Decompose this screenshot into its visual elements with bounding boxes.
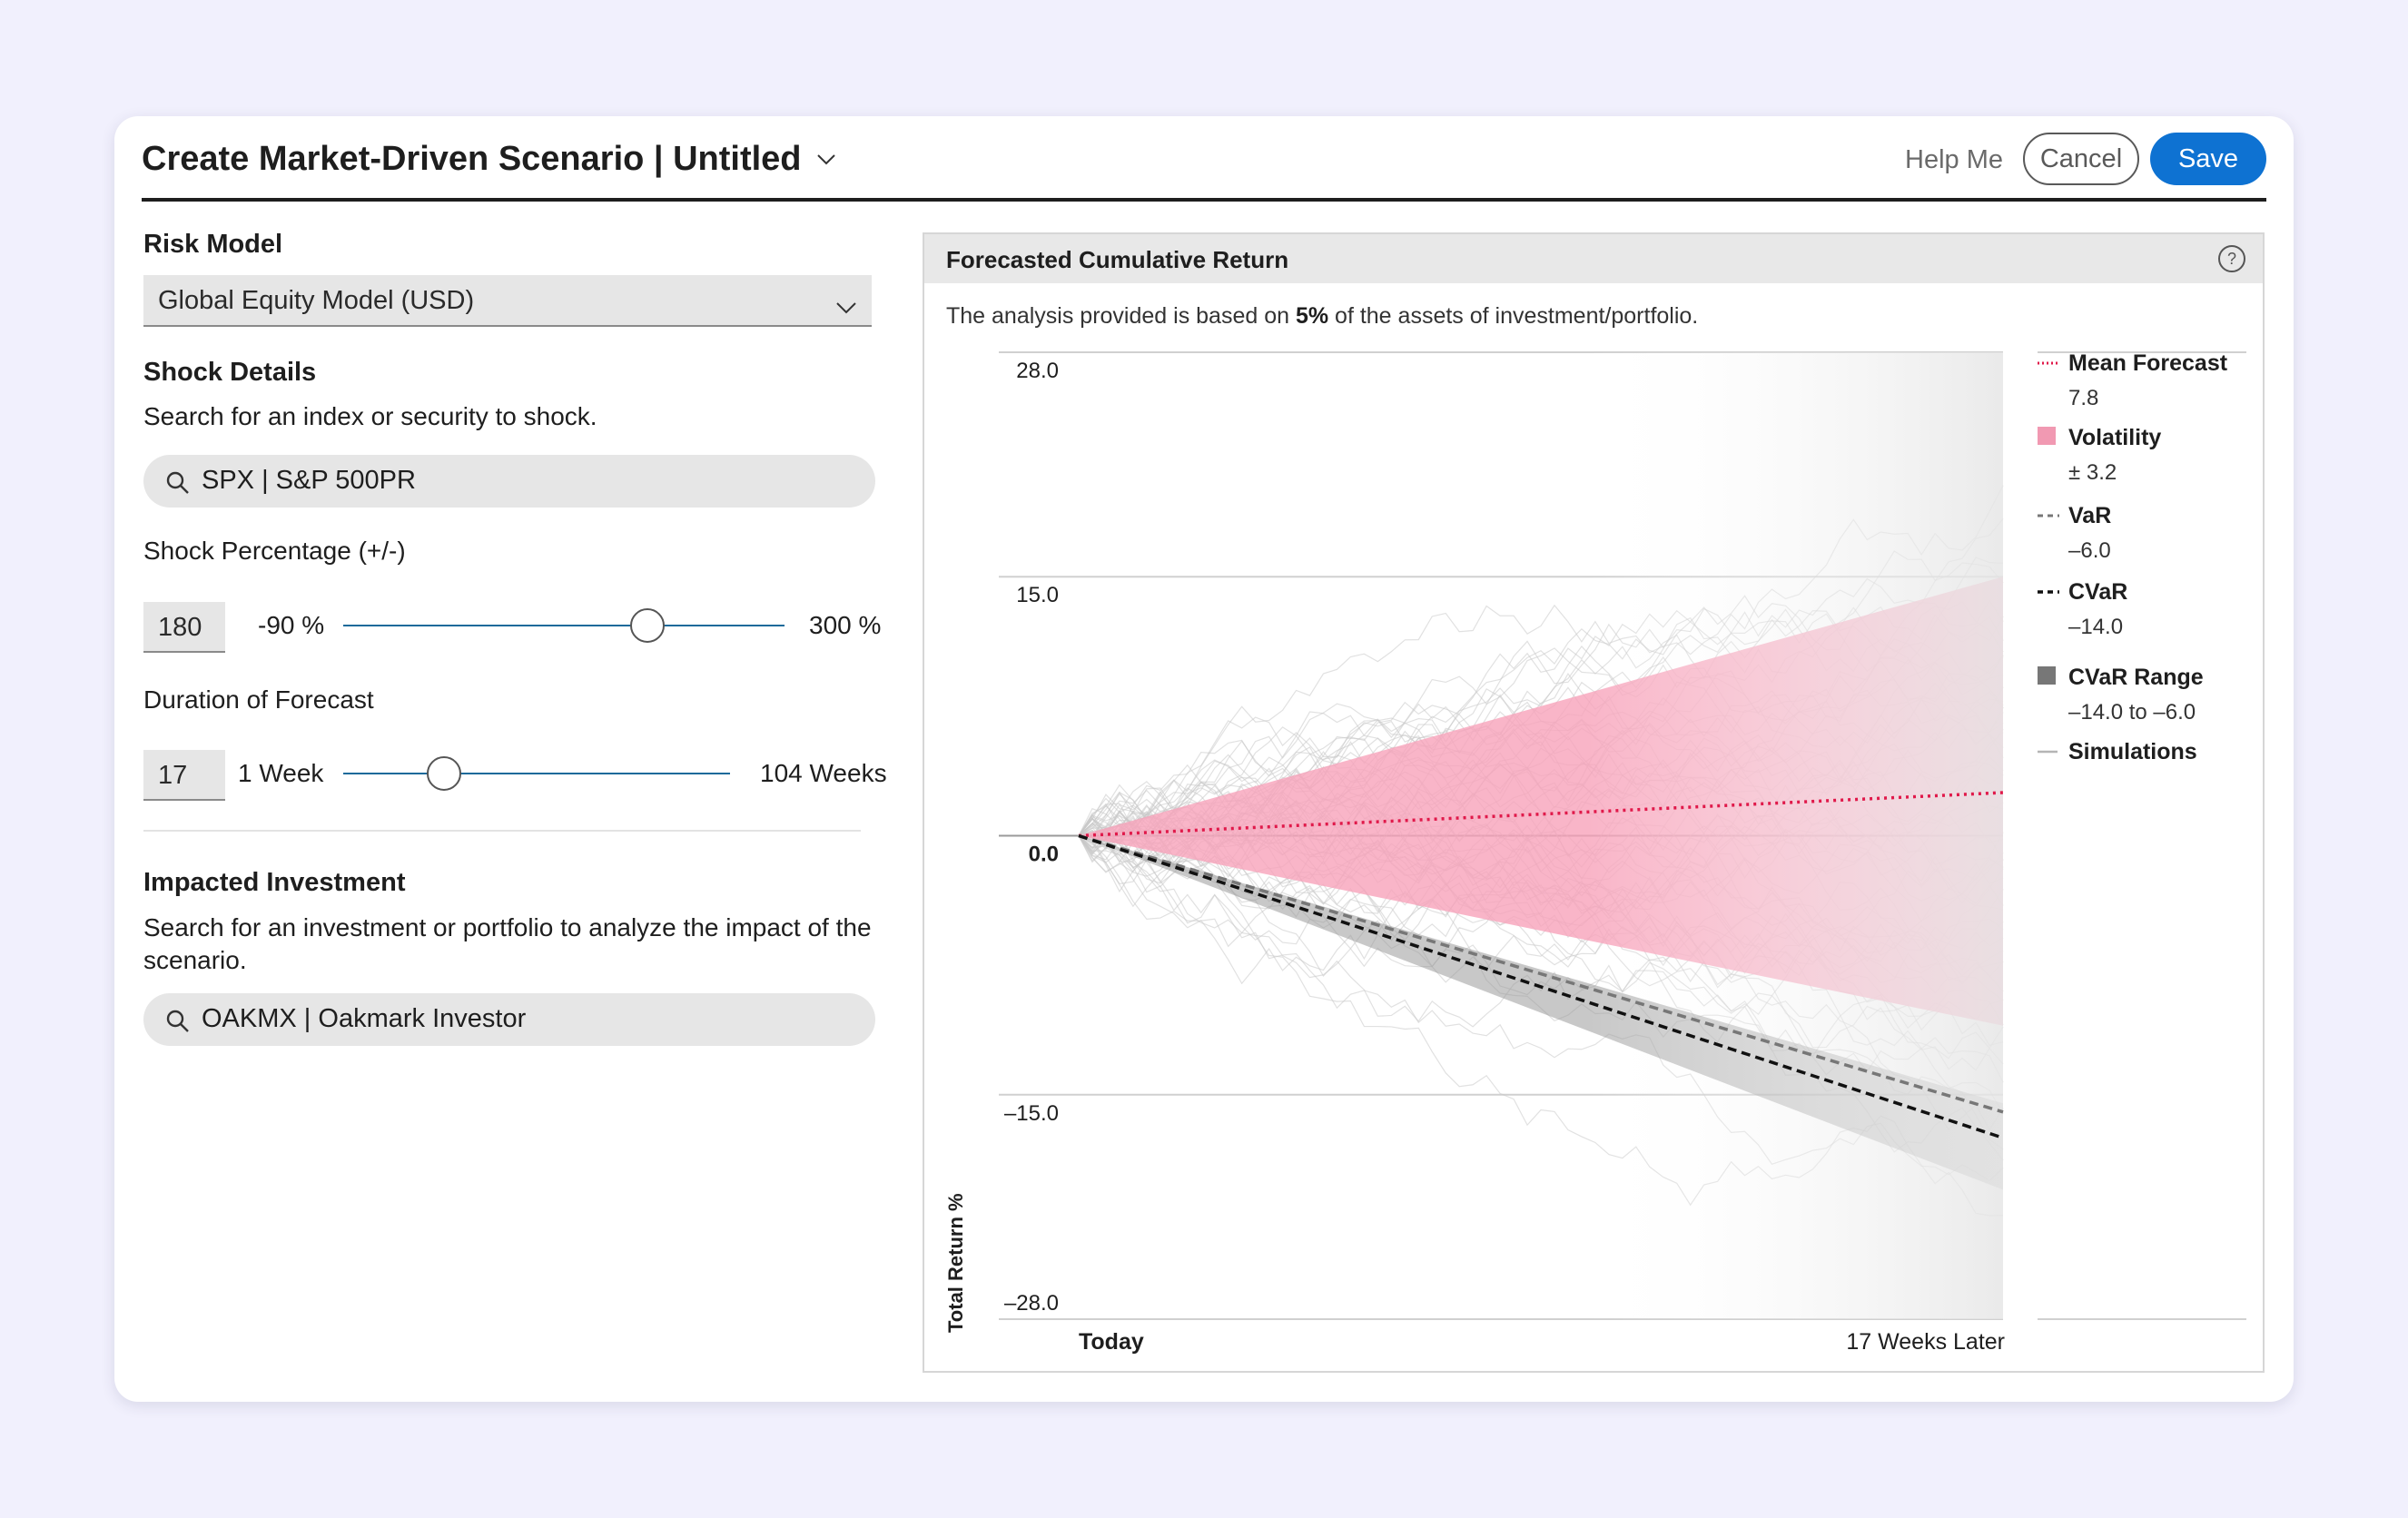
legend-value-cvar: –14.0 — [2068, 615, 2123, 639]
legend-label-volatility: Volatility — [2068, 425, 2161, 450]
y-axis-label: Total Return % — [944, 1193, 967, 1333]
legend-value-mean-forecast: 7.8 — [2068, 386, 2098, 410]
shock-search-input[interactable]: SPX | S&P 500PR — [143, 455, 875, 508]
impacted-hint-line1: Search for an investment or portfolio to… — [143, 913, 872, 941]
y-tick-label: 0.0 — [1029, 843, 1059, 867]
impacted-investment-label: Impacted Investment — [143, 868, 406, 897]
scenario-card: Create Market-Driven Scenario | Untitled… — [114, 116, 2294, 1402]
x-label-today: Today — [1079, 1329, 1144, 1355]
y-tick-label: –28.0 — [1004, 1291, 1059, 1316]
legend-label-mean-forecast: Mean Forecast — [2068, 350, 2228, 376]
shock-percentage-label: Shock Percentage (+/-) — [143, 537, 406, 565]
chevron-down-icon[interactable] — [835, 291, 857, 321]
chevron-down-icon[interactable] — [816, 153, 836, 166]
search-icon — [165, 1009, 191, 1041]
help-circle-icon[interactable]: ? — [2217, 244, 2246, 278]
shock-details-label: Shock Details — [143, 358, 317, 387]
legend-value-volatility: ± 3.2 — [2068, 460, 2117, 485]
legend-label-cvar-range: CVaR Range — [2068, 665, 2204, 690]
y-tick-label: 28.0 — [1016, 359, 1059, 383]
impacted-hint-line2: scenario. — [143, 946, 247, 974]
help-link[interactable]: Help Me — [1905, 145, 2003, 174]
legend-swatch-volatility — [2038, 427, 2056, 445]
shock-percentage-max: 300 % — [809, 611, 882, 639]
legend-value-cvar-range: –14.0 to –6.0 — [2068, 700, 2196, 724]
risk-model-label: Risk Model — [143, 230, 283, 259]
shock-percentage-min: -90 % — [258, 611, 325, 639]
investment-search-input[interactable]: OAKMX | Oakmark Investor — [143, 993, 875, 1046]
cancel-button[interactable]: Cancel — [2023, 133, 2139, 185]
duration-max: 104 Weeks — [760, 759, 887, 787]
page-title[interactable]: Create Market-Driven Scenario | Untitled — [142, 140, 836, 179]
shock-hint: Search for an index or security to shock… — [143, 402, 597, 430]
panel-title: Forecasted Cumulative Return — [946, 246, 1289, 273]
forecast-chart: 28.0 15.0 0.0 –15.0 –28.0 Today 17 Weeks Later… — [944, 350, 2246, 1355]
svg-text:?: ? — [2227, 250, 2236, 268]
duration-min: 1 Week — [238, 759, 324, 787]
var-line — [1078, 833, 2004, 1114]
duration-slider[interactable] — [343, 773, 730, 774]
risk-model-select[interactable]: Global Equity Model (USD) — [143, 275, 872, 327]
duration-input[interactable]: 17 — [143, 750, 225, 801]
y-tick-label: –15.0 — [1004, 1101, 1059, 1126]
legend-label-cvar: CVaR — [2068, 579, 2127, 605]
mean-forecast-line — [1078, 791, 2004, 838]
header: Create Market-Driven Scenario | Untitled… — [142, 116, 2266, 202]
shock-percentage-input[interactable]: 180 — [143, 602, 225, 653]
shock-percentage-handle[interactable] — [630, 608, 666, 643]
legend-label-var: VaR — [2068, 503, 2111, 528]
x-label-end: 17 Weeks Later — [1846, 1329, 2005, 1355]
legend-label-simulations: Simulations — [2068, 739, 2197, 764]
duration-handle[interactable] — [426, 756, 461, 791]
legend-swatch-cvar-range — [2038, 666, 2056, 685]
y-tick-label: 15.0 — [1016, 583, 1059, 607]
duration-label: Duration of Forecast — [143, 685, 374, 714]
forecast-panel: Forecasted Cumulative Return ? The analy… — [923, 232, 2265, 1373]
band-fade — [1079, 352, 2003, 1319]
panel-header: Forecasted Cumulative Return ? — [924, 234, 2263, 283]
cvar-line — [1078, 833, 2004, 1139]
divider — [143, 830, 861, 832]
shock-percentage-slider[interactable] — [343, 625, 785, 626]
analysis-note: The analysis provided is based on 5% of … — [946, 303, 1699, 329]
search-icon — [165, 470, 191, 503]
save-button[interactable]: Save — [2150, 133, 2266, 185]
legend-value-var: –6.0 — [2068, 538, 2111, 563]
